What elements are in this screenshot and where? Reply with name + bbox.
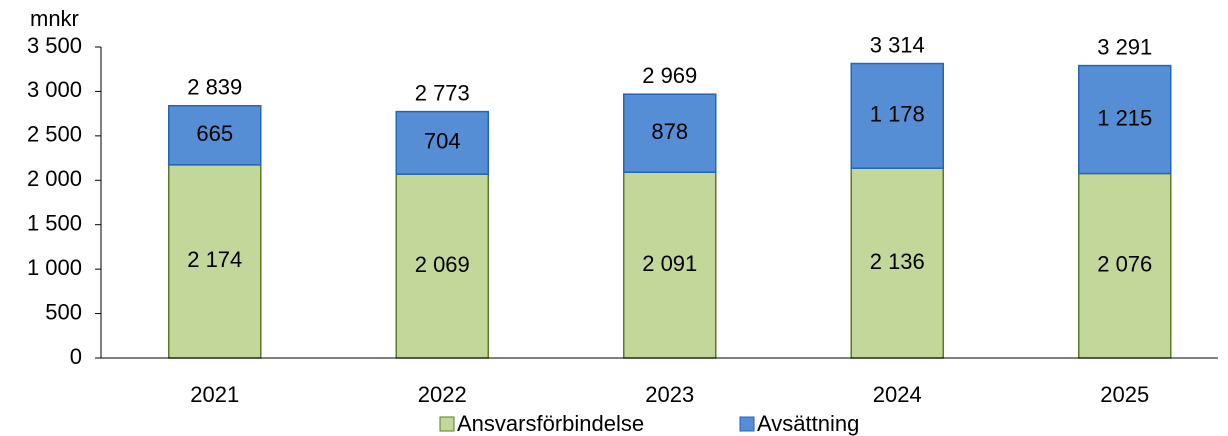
- y-tick-label: 3 500: [27, 33, 82, 58]
- x-tick-label: 2021: [190, 382, 239, 407]
- total-label: 2 773: [415, 80, 470, 105]
- x-tick-label: 2022: [418, 382, 467, 407]
- y-tick-label: 1 500: [27, 211, 82, 236]
- bar-segment: [623, 93, 717, 173]
- value-label: 704: [424, 129, 461, 154]
- total-label: 3 291: [1097, 34, 1152, 59]
- bar-segment: [168, 104, 262, 166]
- y-tick-label: 500: [45, 299, 82, 324]
- bar-segment: [850, 62, 944, 169]
- legend-swatch: [739, 416, 755, 432]
- value-label: 878: [651, 119, 688, 144]
- total-label: 2 839: [187, 75, 242, 100]
- total-label: 2 969: [642, 63, 697, 88]
- y-tick-label: 3 000: [27, 77, 82, 102]
- bar-segment: [1078, 172, 1172, 359]
- value-label: 1 215: [1097, 105, 1152, 130]
- y-tick-label: 1 000: [27, 255, 82, 280]
- value-label: 2 136: [870, 249, 925, 274]
- bar-segment: [1078, 64, 1172, 175]
- legend-label: Ansvarsförbindelse: [457, 411, 644, 436]
- total-label: 3 314: [870, 32, 925, 57]
- legend-swatch: [439, 416, 455, 432]
- bar-segment: [395, 110, 489, 175]
- value-label: 2 174: [187, 247, 242, 272]
- legend-label: Avsättning: [757, 411, 859, 436]
- y-axis-label: mnkr: [30, 6, 79, 31]
- x-tick-label: 2025: [1100, 382, 1149, 407]
- bar-segment: [168, 164, 262, 359]
- y-tick-label: 2 000: [27, 166, 82, 191]
- y-tick-label: 0: [70, 344, 82, 369]
- value-label: 2 091: [642, 251, 697, 276]
- x-tick-label: 2023: [645, 382, 694, 407]
- value-label: 1 178: [870, 102, 925, 127]
- value-label: 665: [196, 121, 233, 146]
- x-tick-label: 2024: [873, 382, 922, 407]
- value-label: 2 069: [415, 252, 470, 277]
- y-tick-label: 2 500: [27, 122, 82, 147]
- value-label: 2 076: [1097, 252, 1152, 277]
